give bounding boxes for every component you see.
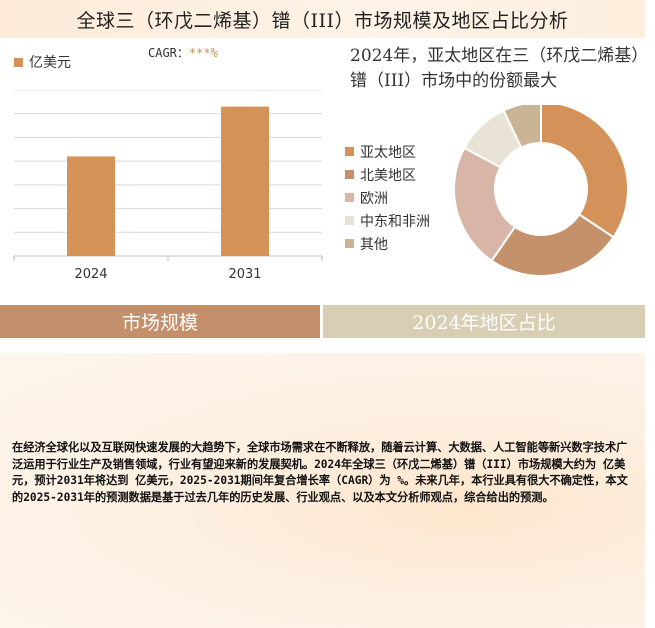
pie-legend-label: 其他: [360, 236, 388, 253]
donut-slice: [502, 105, 542, 149]
pie-legend-item: 其他: [345, 232, 430, 255]
cagr-value: ***%: [188, 46, 218, 60]
cagr-text: CAGR：: [148, 46, 189, 60]
pie-legend-item: 亚太地区: [345, 140, 430, 163]
pie-legend-item: 中东和非洲: [345, 209, 430, 232]
market-size-label-text: 市场规模: [121, 312, 198, 334]
bar-legend-label: 亿美元: [29, 55, 71, 71]
bar-tick-label: 2031: [228, 267, 261, 282]
pie-legend-swatch: [345, 147, 354, 156]
market-size-label: 市场规模: [0, 305, 320, 338]
bar-chart: 2024 2031: [13, 90, 323, 282]
donut-slice: [490, 213, 615, 275]
pie-legend-swatch: [345, 193, 354, 202]
pie-legend-label: 中东和非洲: [360, 213, 430, 230]
region-share-label-text: 2024年地区占比: [412, 312, 556, 334]
pie-legend-label: 亚太地区: [360, 144, 416, 161]
pie-legend-swatch: [345, 170, 354, 179]
pie-legend-label: 欧洲: [360, 190, 388, 207]
bar-legend-swatch: [14, 57, 23, 67]
pie-legend: 亚太地区北美地区欧洲中东和非洲其他: [345, 140, 430, 255]
page-title-text: 全球三（环戊二烯基）镨（III）市场规模及地区占比分析: [76, 9, 569, 32]
pie-legend-item: 欧洲: [345, 186, 430, 209]
donut-slice: [453, 146, 517, 263]
page-title: 全球三（环戊二烯基）镨（III）市场规模及地区占比分析: [0, 0, 645, 38]
cagr-label: CAGR：***%: [148, 44, 218, 61]
donut-chart: [453, 105, 629, 275]
bar-tick-label: 2024: [74, 267, 107, 282]
pie-legend-item: 北美地区: [345, 163, 430, 186]
pie-legend-swatch: [345, 216, 354, 225]
donut-slice: [540, 105, 629, 239]
pie-headline: 2024年，亚太地区在三（环戊二烯基）镨（III）市场中的份额最大: [350, 46, 640, 91]
bar-2024: [67, 156, 115, 256]
pie-legend-label: 北美地区: [360, 167, 416, 184]
summary-text: 在经济全球化以及互联网快速发展的大趋势下，全球市场需求在不断释放，随着云计算、大…: [12, 441, 628, 504]
summary-panel: 在经济全球化以及互联网快速发展的大趋势下，全球市场需求在不断释放，随着云计算、大…: [0, 353, 645, 628]
pie-legend-swatch: [345, 239, 354, 248]
region-share-label: 2024年地区占比: [323, 305, 645, 338]
bar-2031: [221, 106, 269, 256]
bar-legend: 亿美元: [14, 52, 71, 72]
